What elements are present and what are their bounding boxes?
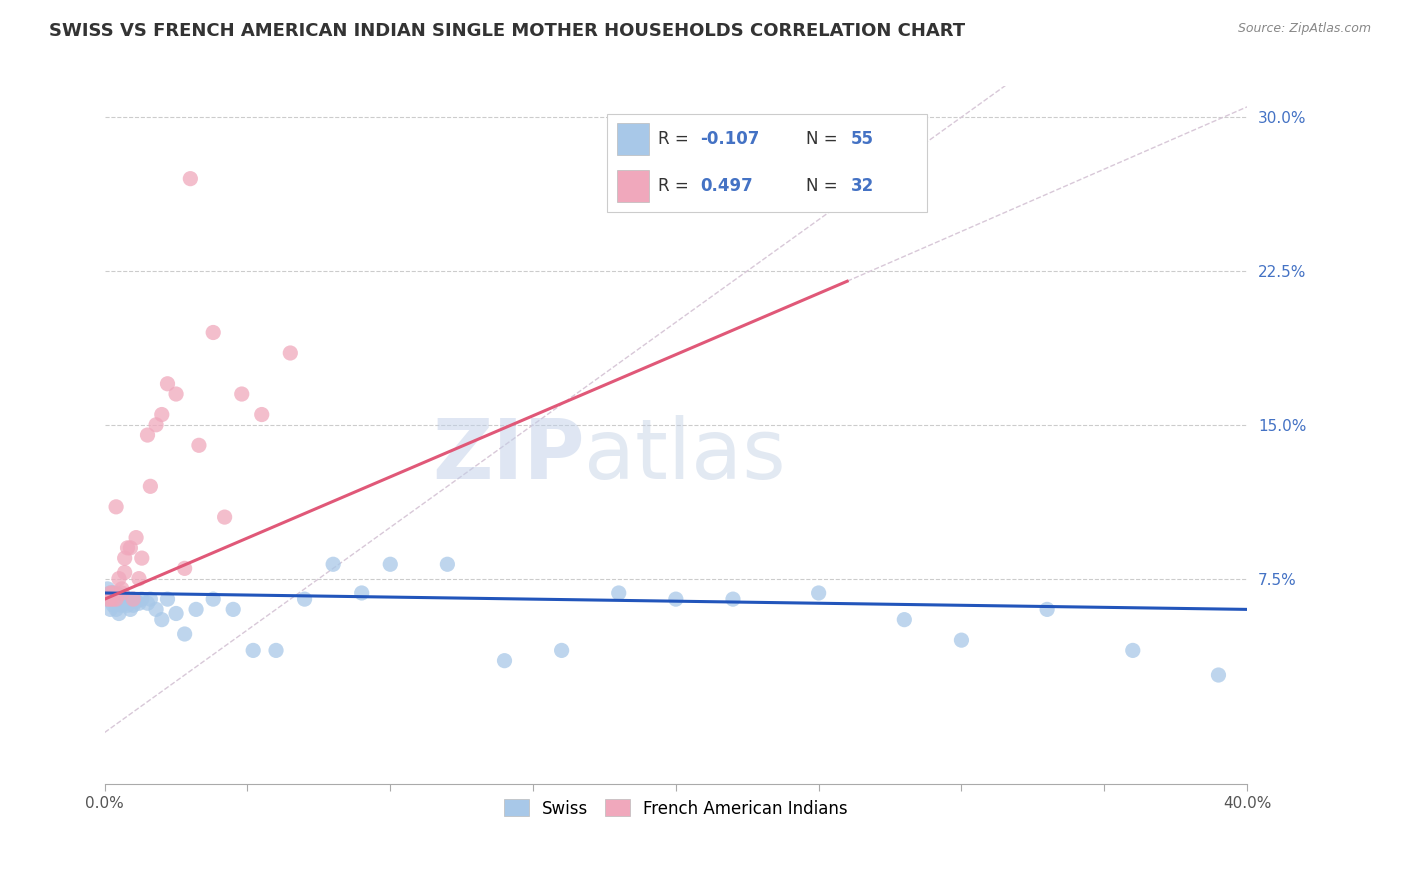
Point xyxy=(105,602,128,616)
Point xyxy=(1122,643,1144,657)
Point xyxy=(294,592,316,607)
Point xyxy=(893,613,915,627)
Legend: Swiss, French American Indians: Swiss, French American Indians xyxy=(498,793,855,824)
Point xyxy=(380,558,402,572)
Point xyxy=(156,592,179,607)
Point xyxy=(156,376,179,391)
Point xyxy=(721,592,744,607)
Point xyxy=(202,592,225,607)
Point xyxy=(108,607,131,621)
Point xyxy=(322,558,344,572)
Point xyxy=(264,643,287,657)
Point xyxy=(103,586,125,600)
Text: atlas: atlas xyxy=(585,416,786,497)
Point xyxy=(150,408,173,422)
Point xyxy=(145,417,167,432)
Point xyxy=(807,586,830,600)
Text: Source: ZipAtlas.com: Source: ZipAtlas.com xyxy=(1237,22,1371,36)
Point xyxy=(173,561,195,575)
Point xyxy=(242,643,264,657)
Point xyxy=(96,592,118,607)
Point xyxy=(96,582,118,596)
Point xyxy=(111,586,134,600)
Point xyxy=(105,592,128,607)
Point xyxy=(96,592,118,607)
Point xyxy=(105,592,128,607)
Point xyxy=(550,643,572,657)
Point xyxy=(128,572,150,586)
Point xyxy=(108,572,131,586)
Point xyxy=(105,500,128,514)
Point xyxy=(131,592,153,607)
Point xyxy=(665,592,688,607)
Point xyxy=(173,627,195,641)
Point xyxy=(122,592,145,607)
Point xyxy=(100,586,122,600)
Point xyxy=(103,599,125,613)
Point xyxy=(122,599,145,613)
Point xyxy=(128,596,150,610)
Point xyxy=(125,531,148,545)
Point xyxy=(111,582,134,596)
Point xyxy=(179,171,201,186)
Point xyxy=(202,326,225,340)
Point xyxy=(111,599,134,613)
Point xyxy=(120,592,142,607)
Point xyxy=(108,588,131,602)
Point xyxy=(114,566,136,580)
Point xyxy=(139,592,162,607)
Point xyxy=(165,607,187,621)
Point xyxy=(250,408,273,422)
Point xyxy=(117,541,139,555)
Point xyxy=(231,387,253,401)
Point xyxy=(100,592,122,607)
Point xyxy=(120,602,142,616)
Point xyxy=(145,602,167,616)
Point xyxy=(122,592,145,607)
Text: ZIP: ZIP xyxy=(432,416,585,497)
Point xyxy=(120,541,142,555)
Point xyxy=(114,590,136,604)
Point xyxy=(187,438,209,452)
Point xyxy=(350,586,373,600)
Point xyxy=(111,592,134,607)
Point xyxy=(117,599,139,613)
Point xyxy=(494,654,516,668)
Point xyxy=(1036,602,1059,616)
Point xyxy=(131,551,153,566)
Point xyxy=(136,596,159,610)
Point xyxy=(105,586,128,600)
Point xyxy=(222,602,245,616)
Point xyxy=(607,586,630,600)
Point xyxy=(139,479,162,493)
Point xyxy=(103,586,125,600)
Point xyxy=(103,592,125,607)
Point xyxy=(184,602,207,616)
Point xyxy=(108,596,131,610)
Point xyxy=(100,602,122,616)
Point xyxy=(117,592,139,607)
Point xyxy=(100,592,122,607)
Point xyxy=(136,428,159,442)
Point xyxy=(278,346,301,360)
Point xyxy=(114,596,136,610)
Point xyxy=(214,510,236,524)
Point xyxy=(165,387,187,401)
Point xyxy=(114,551,136,566)
Point xyxy=(436,558,458,572)
Point xyxy=(1208,668,1230,682)
Point xyxy=(125,594,148,608)
Point xyxy=(100,586,122,600)
Point xyxy=(950,633,973,648)
Point xyxy=(103,592,125,607)
Text: SWISS VS FRENCH AMERICAN INDIAN SINGLE MOTHER HOUSEHOLDS CORRELATION CHART: SWISS VS FRENCH AMERICAN INDIAN SINGLE M… xyxy=(49,22,966,40)
Point xyxy=(150,613,173,627)
